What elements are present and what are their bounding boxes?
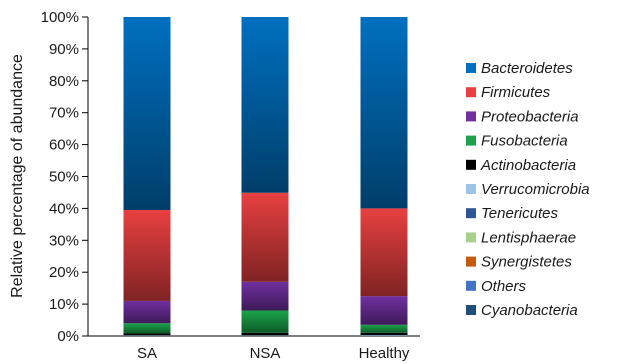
legend-item: Firmicutes: [466, 84, 551, 101]
bar-stacks: [123, 17, 408, 336]
y-tick-label: 60%: [49, 137, 79, 154]
legend-item: Cyanobacteria: [466, 302, 578, 319]
legend-label: Others: [481, 278, 527, 295]
legend-item: Others: [466, 278, 527, 295]
legend-item: Proteobacteria: [466, 108, 579, 125]
bar-segment-actinobacteria: [123, 333, 171, 336]
legend-label: Bacteroidetes: [481, 60, 573, 77]
bar-segment-actinobacteria: [360, 332, 408, 336]
bar-segment-fusobacteria: [360, 324, 408, 333]
legend-swatch: [466, 87, 476, 98]
bar-segment-actinobacteria: [241, 332, 289, 336]
bar-segment-verrucomicrobia: [241, 335, 289, 336]
legend-swatch: [466, 256, 476, 267]
bar-segment-proteobacteria: [123, 300, 171, 324]
bar-segment-verrucomicrobia: [123, 335, 171, 336]
bar-stack-nsa: [241, 17, 289, 336]
x-tick-label: NSA: [250, 345, 281, 362]
legend-label: Fusobacteria: [481, 133, 568, 150]
legend-swatch: [466, 159, 476, 170]
y-tick-label: 0%: [57, 328, 79, 345]
legend-label: Firmicutes: [481, 84, 551, 101]
legend-item: Fusobacteria: [466, 133, 568, 150]
legend-label: Verrucomicrobia: [481, 181, 590, 198]
legend-item: Actinobacteria: [466, 157, 576, 174]
legend-item: Verrucomicrobia: [466, 181, 590, 198]
legend-label: Lentisphaerae: [481, 229, 576, 246]
y-tick-label: 100%: [41, 9, 79, 26]
legend-swatch: [466, 208, 476, 219]
x-tick-label: Healthy: [359, 345, 410, 362]
bar-segment-firmicutes: [123, 209, 171, 301]
legend-label: Tenericutes: [481, 205, 558, 222]
y-tick-label: 30%: [49, 232, 79, 249]
bar-segment-proteobacteria: [360, 296, 408, 325]
bar-segment-bacteroidetes: [360, 17, 408, 209]
legend-label: Proteobacteria: [481, 108, 579, 125]
bar-segment-bacteroidetes: [123, 17, 171, 210]
legend-swatch: [466, 184, 476, 194]
y-axis-title: Relative percentage of abundance: [9, 54, 26, 298]
y-axis-ticks: 0% 10% 20% 30% 40% 50% 60% 70% 80% 90% 100%: [41, 9, 88, 345]
bar-segment-proteobacteria: [241, 281, 289, 311]
y-tick-label: 50%: [49, 169, 79, 186]
y-tick-label: 20%: [49, 264, 79, 281]
bar-stack-healthy: [360, 17, 408, 336]
bar-segment-bacteroidetes: [241, 17, 289, 193]
legend-label: Actinobacteria: [480, 157, 576, 174]
legend-item: Tenericutes: [466, 205, 558, 222]
y-tick-label: 40%: [49, 200, 79, 217]
y-tick-label: 90%: [49, 41, 79, 58]
legend-swatch: [466, 63, 476, 73]
bar-segment-verrucomicrobia: [360, 335, 408, 336]
legend-swatch: [466, 111, 476, 122]
bar-segment-firmicutes: [241, 192, 289, 282]
legend-item: Lentisphaerae: [466, 229, 576, 246]
legend-label: Synergistetes: [481, 254, 572, 271]
x-tick-label: SA: [137, 345, 157, 362]
legend-item: Bacteroidetes: [466, 60, 573, 77]
legend-swatch: [466, 305, 476, 315]
y-tick-label: 10%: [49, 296, 79, 313]
legend-swatch: [466, 280, 476, 291]
bar-stack-sa: [123, 17, 171, 336]
legend: Bacteroidetes Firmicutes Proteobacteria Fus…: [466, 60, 590, 319]
bar-segment-fusobacteria: [123, 323, 171, 334]
x-axis-ticks: SA NSA Healthy: [137, 345, 410, 362]
bar-segment-fusobacteria: [241, 310, 289, 333]
y-tick-label: 80%: [49, 73, 79, 90]
legend-item: Synergistetes: [466, 254, 572, 271]
legend-swatch: [466, 232, 476, 243]
legend-label: Cyanobacteria: [481, 302, 578, 319]
y-tick-label: 70%: [49, 105, 79, 122]
bar-segment-firmicutes: [360, 208, 408, 297]
legend-swatch: [466, 135, 476, 146]
